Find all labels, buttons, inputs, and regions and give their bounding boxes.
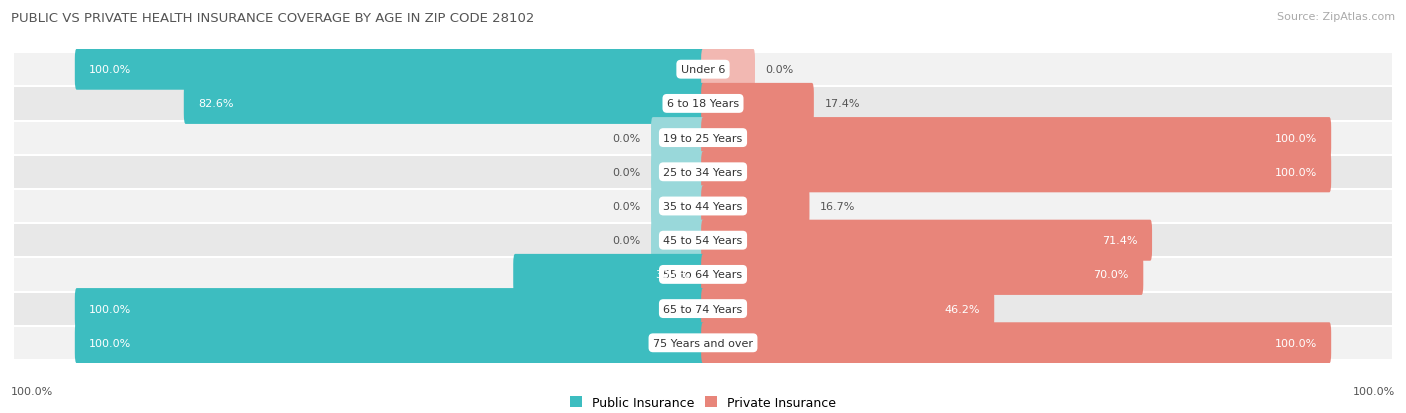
Text: 100.0%: 100.0% — [1274, 167, 1317, 177]
Text: 65 to 74 Years: 65 to 74 Years — [664, 304, 742, 314]
Text: 100.0%: 100.0% — [89, 304, 132, 314]
Bar — [14, 190, 1392, 223]
FancyBboxPatch shape — [702, 254, 1143, 295]
Text: 17.4%: 17.4% — [824, 99, 860, 109]
Bar — [14, 258, 1392, 292]
FancyBboxPatch shape — [702, 288, 994, 329]
FancyBboxPatch shape — [184, 84, 704, 125]
Bar — [14, 223, 1392, 258]
FancyBboxPatch shape — [651, 220, 704, 261]
Bar — [14, 155, 1392, 190]
Text: 30.0%: 30.0% — [655, 270, 690, 280]
Text: 71.4%: 71.4% — [1102, 236, 1137, 246]
Text: 19 to 25 Years: 19 to 25 Years — [664, 133, 742, 143]
FancyBboxPatch shape — [702, 186, 810, 227]
Text: 75 Years and over: 75 Years and over — [652, 338, 754, 348]
FancyBboxPatch shape — [75, 323, 704, 363]
FancyBboxPatch shape — [702, 50, 755, 90]
Bar — [14, 87, 1392, 121]
Text: 0.0%: 0.0% — [766, 65, 794, 75]
FancyBboxPatch shape — [702, 84, 814, 125]
Text: 100.0%: 100.0% — [89, 65, 132, 75]
FancyBboxPatch shape — [702, 152, 1331, 193]
Text: 25 to 34 Years: 25 to 34 Years — [664, 167, 742, 177]
Text: 100.0%: 100.0% — [1274, 338, 1317, 348]
FancyBboxPatch shape — [651, 152, 704, 193]
Text: 45 to 54 Years: 45 to 54 Years — [664, 236, 742, 246]
Bar — [14, 292, 1392, 326]
Text: 55 to 64 Years: 55 to 64 Years — [664, 270, 742, 280]
FancyBboxPatch shape — [702, 323, 1331, 363]
Text: Under 6: Under 6 — [681, 65, 725, 75]
FancyBboxPatch shape — [513, 254, 704, 295]
Text: 100.0%: 100.0% — [1353, 387, 1395, 396]
Text: 0.0%: 0.0% — [612, 133, 640, 143]
FancyBboxPatch shape — [702, 220, 1152, 261]
Text: 6 to 18 Years: 6 to 18 Years — [666, 99, 740, 109]
Bar — [14, 326, 1392, 360]
Text: 70.0%: 70.0% — [1094, 270, 1129, 280]
FancyBboxPatch shape — [651, 186, 704, 227]
Text: 100.0%: 100.0% — [89, 338, 132, 348]
Legend: Public Insurance, Private Insurance: Public Insurance, Private Insurance — [565, 391, 841, 413]
FancyBboxPatch shape — [75, 288, 704, 329]
FancyBboxPatch shape — [651, 118, 704, 159]
Text: 16.7%: 16.7% — [820, 202, 855, 211]
Bar — [14, 121, 1392, 155]
Text: 82.6%: 82.6% — [198, 99, 233, 109]
Text: 0.0%: 0.0% — [612, 236, 640, 246]
Text: 0.0%: 0.0% — [612, 167, 640, 177]
Text: 35 to 44 Years: 35 to 44 Years — [664, 202, 742, 211]
FancyBboxPatch shape — [702, 118, 1331, 159]
Text: 100.0%: 100.0% — [11, 387, 53, 396]
Text: 100.0%: 100.0% — [1274, 133, 1317, 143]
FancyBboxPatch shape — [75, 50, 704, 90]
Bar — [14, 53, 1392, 87]
Text: PUBLIC VS PRIVATE HEALTH INSURANCE COVERAGE BY AGE IN ZIP CODE 28102: PUBLIC VS PRIVATE HEALTH INSURANCE COVER… — [11, 12, 534, 25]
Text: 0.0%: 0.0% — [612, 202, 640, 211]
Text: Source: ZipAtlas.com: Source: ZipAtlas.com — [1277, 12, 1395, 22]
Text: 46.2%: 46.2% — [945, 304, 980, 314]
